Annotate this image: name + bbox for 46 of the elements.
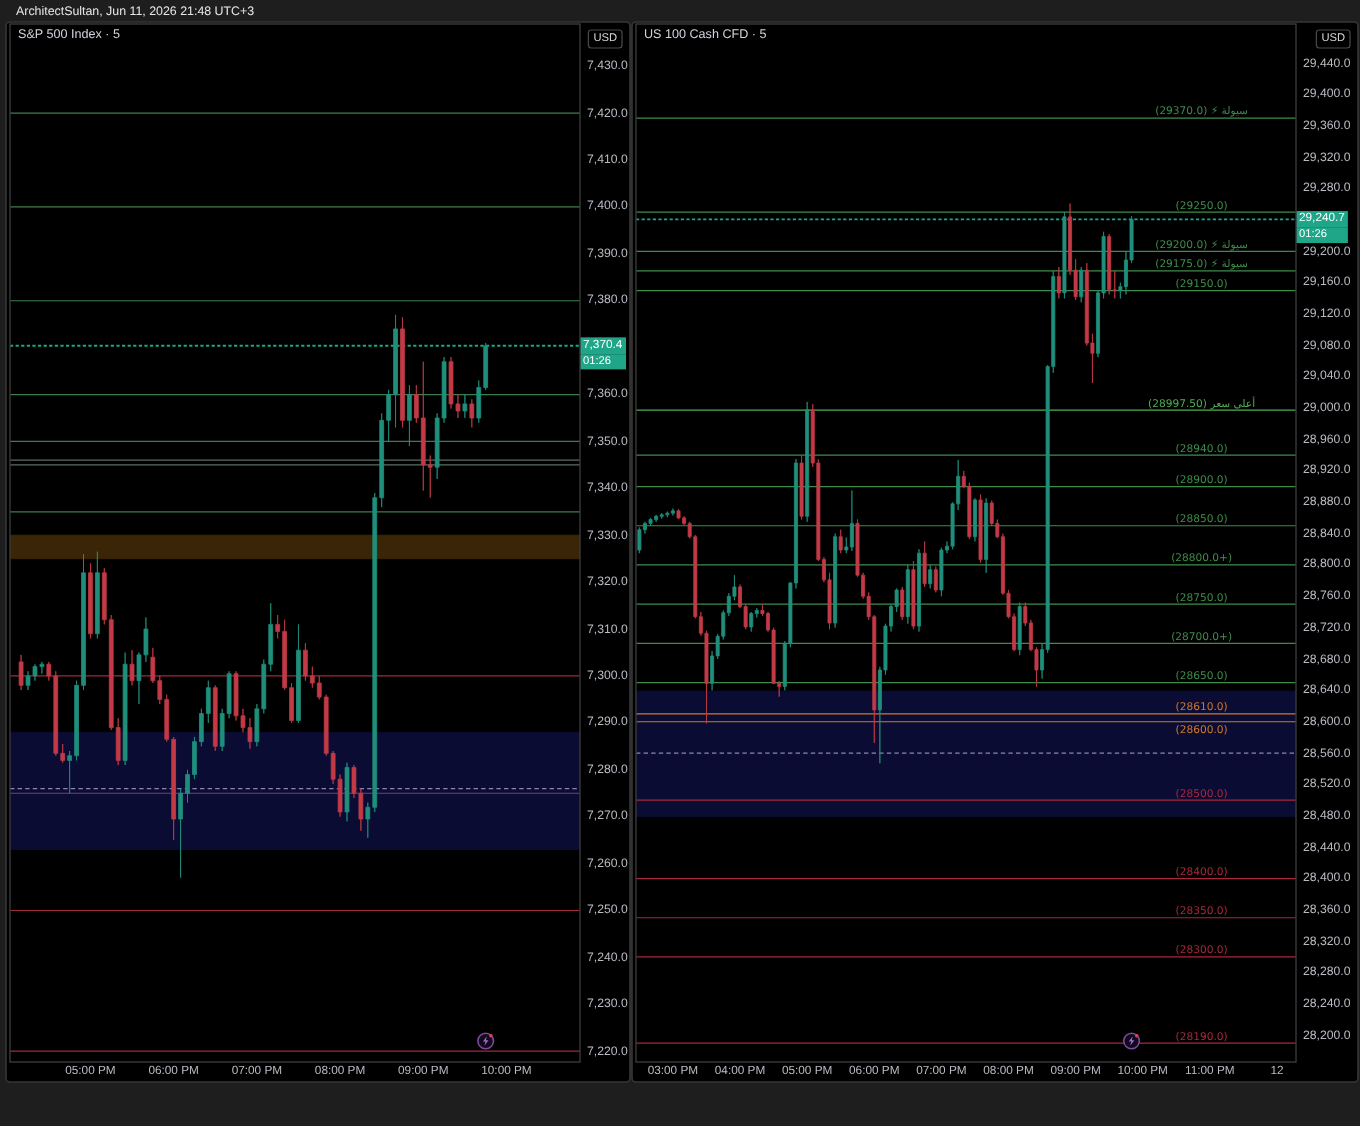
candlestick [922,541,927,588]
candlestick [654,514,659,523]
candlestick [637,526,642,554]
candlestick [95,551,100,639]
candlestick [212,684,218,752]
candlestick [928,564,933,589]
candlestick [469,398,475,428]
candlestick [1062,211,1067,299]
candlestick [670,508,675,516]
candlestick [905,564,910,625]
candlestick [25,670,31,691]
candlestick [1056,266,1061,299]
candlestick [407,384,412,447]
candlestick [1079,266,1084,303]
candlestick [849,490,854,552]
candlestick [900,586,905,621]
candlestick [933,566,938,593]
candlestick [462,394,468,419]
candlestick [805,401,810,523]
candlestick [833,533,838,629]
candlestick [939,547,944,597]
candlestick [420,361,426,492]
candlestick [122,652,128,766]
candlestick [344,762,350,822]
candlestick [648,517,653,527]
candlestick [911,560,916,630]
candlestick [1017,602,1022,656]
candlestick [129,649,135,686]
candlestick [448,356,454,410]
candlestick [984,497,989,574]
candlestick [1107,233,1112,295]
candlestick [978,493,983,563]
candlestick [18,654,24,691]
candlestick [838,529,843,554]
candlestick [296,623,301,724]
candlestick [972,497,977,542]
candlestick [749,611,754,632]
candlestick [400,316,405,428]
candlestick [799,454,804,520]
candlestick [665,511,670,518]
candlestick [917,548,921,632]
candlestick [676,508,681,520]
candlestick [39,661,45,675]
candlestick [303,642,308,682]
candlestick [88,563,93,639]
candlestick [659,512,664,520]
